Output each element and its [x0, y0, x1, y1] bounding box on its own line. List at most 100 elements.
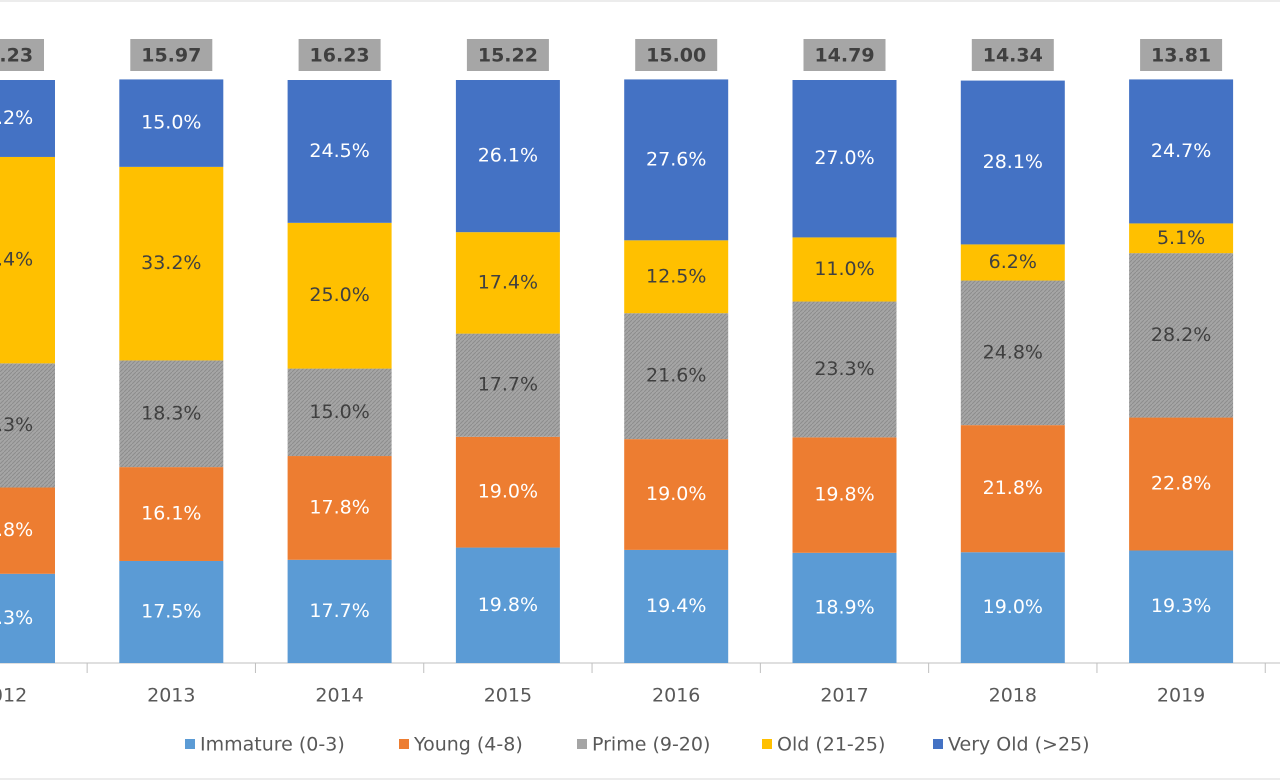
total-label: 14.79 — [814, 45, 874, 67]
bar-segment — [0, 363, 55, 488]
bar-segment — [792, 552, 897, 663]
bar-segment — [1129, 79, 1234, 224]
value-label: 12.5% — [646, 265, 706, 287]
legend-swatch — [762, 739, 772, 749]
value-label: 35.4% — [0, 249, 33, 271]
value-label: 19.0% — [983, 596, 1043, 618]
value-label: 15.0% — [141, 112, 201, 134]
value-label: 17.7% — [309, 600, 369, 622]
value-label: 25.0% — [309, 284, 369, 306]
bar-segment — [119, 560, 224, 663]
value-label: 19.0% — [478, 481, 538, 503]
value-label: 15.0% — [309, 401, 369, 423]
bar-segment — [119, 79, 224, 167]
bar-segment — [0, 80, 55, 157]
bar-segment — [119, 166, 224, 361]
bar-segment — [119, 467, 224, 561]
bar-segment — [960, 552, 1065, 663]
bar-segment — [792, 437, 897, 553]
value-label: 22.8% — [1151, 473, 1211, 495]
bar-segment — [455, 333, 560, 437]
value-label: 33.2% — [141, 252, 201, 274]
bar-segment — [1129, 253, 1234, 418]
total-label: 15.22 — [478, 45, 538, 67]
bar-segment — [624, 439, 729, 550]
legend-swatch — [399, 739, 409, 749]
total-box — [803, 39, 886, 71]
total-label: 16.23 — [310, 45, 370, 67]
value-label: 21.8% — [983, 477, 1043, 499]
legend-swatch — [577, 739, 587, 749]
legend-swatch — [933, 739, 943, 749]
bar-segment — [960, 244, 1065, 281]
bar-segment — [624, 240, 729, 314]
bar-segment — [960, 280, 1065, 426]
bar-segment — [455, 80, 560, 233]
bar-segment — [287, 559, 392, 663]
legend-label: Prime (9-20) — [592, 734, 710, 756]
bar-segment — [792, 80, 897, 238]
bar-segment — [1129, 417, 1234, 551]
value-label: 21.3% — [0, 414, 33, 436]
value-label: 24.7% — [1151, 140, 1211, 162]
value-label: 28.1% — [983, 151, 1043, 173]
bar-segment — [1129, 223, 1234, 254]
x-tick-label: 2012 — [0, 685, 27, 707]
bar-segment — [792, 237, 897, 302]
value-label: 17.5% — [141, 600, 201, 622]
value-label: 5.1% — [1157, 227, 1205, 249]
bar-segment — [0, 156, 55, 364]
legend-label: Very Old (>25) — [948, 734, 1090, 756]
legend-swatch — [185, 739, 195, 749]
value-label: 24.8% — [983, 341, 1043, 363]
value-label: 17.8% — [309, 496, 369, 518]
bar-segment — [119, 360, 224, 468]
x-tick-label: 2016 — [652, 685, 700, 707]
value-label: 27.6% — [646, 148, 706, 170]
value-label: 28.2% — [1151, 324, 1211, 346]
value-label: 19.3% — [1151, 595, 1211, 617]
total-label: 14.34 — [983, 45, 1043, 67]
total-label: 13.81 — [1151, 45, 1211, 67]
x-tick-label: 2017 — [820, 685, 868, 707]
total-box — [1140, 39, 1223, 71]
x-tick-label: 2019 — [1157, 685, 1205, 707]
legend-label: Young (4-8) — [413, 734, 523, 756]
total-box — [0, 39, 44, 71]
bar-segment — [287, 368, 392, 457]
x-tick-label: 2015 — [484, 685, 532, 707]
x-tick-label: 2013 — [147, 685, 195, 707]
bar-segment — [287, 80, 392, 223]
total-label: 15.97 — [141, 45, 201, 67]
x-tick-label: 2014 — [315, 685, 363, 707]
bar-segment — [455, 232, 560, 334]
bar-segment — [960, 80, 1065, 245]
value-label: 19.0% — [646, 483, 706, 505]
bar-segment — [0, 573, 55, 663]
value-label: 13.2% — [0, 107, 33, 129]
total-box — [130, 39, 213, 71]
value-label: 18.9% — [814, 596, 874, 618]
total-label: 15.00 — [646, 45, 706, 67]
value-label: 27.0% — [814, 147, 874, 169]
value-label: 26.1% — [478, 145, 538, 167]
bar-segment — [624, 79, 729, 241]
bar-segment — [455, 547, 560, 663]
bar-segment — [287, 222, 392, 369]
value-label: 6.2% — [989, 251, 1037, 273]
value-label: 18.3% — [141, 402, 201, 424]
bar-segment — [960, 425, 1065, 553]
value-label: 19.8% — [478, 594, 538, 616]
value-label: 19.8% — [814, 484, 874, 506]
total-box — [635, 39, 718, 71]
value-label: 16.1% — [141, 503, 201, 525]
total-label: 15.23 — [0, 45, 33, 67]
value-label: 23.3% — [814, 358, 874, 380]
bar-segment — [792, 301, 897, 438]
legend-label: Old (21-25) — [777, 734, 885, 756]
value-label: 21.6% — [646, 365, 706, 387]
value-label: 14.8% — [0, 519, 33, 541]
x-tick-label: 2018 — [989, 685, 1037, 707]
total-box — [466, 39, 549, 71]
